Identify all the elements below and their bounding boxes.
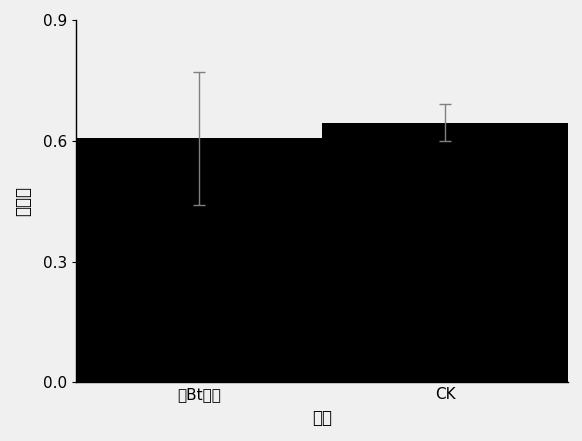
Bar [76, 138, 322, 382]
Bar [322, 123, 568, 382]
X-axis label: 处理: 处理 [312, 409, 332, 427]
Y-axis label: 卵化率: 卵化率 [14, 186, 32, 216]
